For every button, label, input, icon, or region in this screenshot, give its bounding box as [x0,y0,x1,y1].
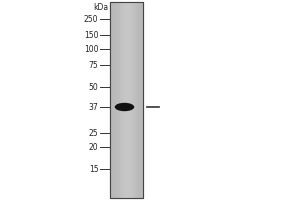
Text: 100: 100 [84,45,98,53]
Text: kDa: kDa [93,2,109,11]
Ellipse shape [115,103,134,111]
Text: 20: 20 [89,142,98,152]
Text: 37: 37 [89,102,98,112]
Text: 15: 15 [89,164,98,173]
Bar [110,2,142,198]
Text: 25: 25 [89,129,98,138]
Text: 50: 50 [89,82,98,92]
Text: 75: 75 [89,60,98,70]
Text: 250: 250 [84,15,98,23]
Text: 150: 150 [84,30,98,40]
Bar [110,2,142,198]
